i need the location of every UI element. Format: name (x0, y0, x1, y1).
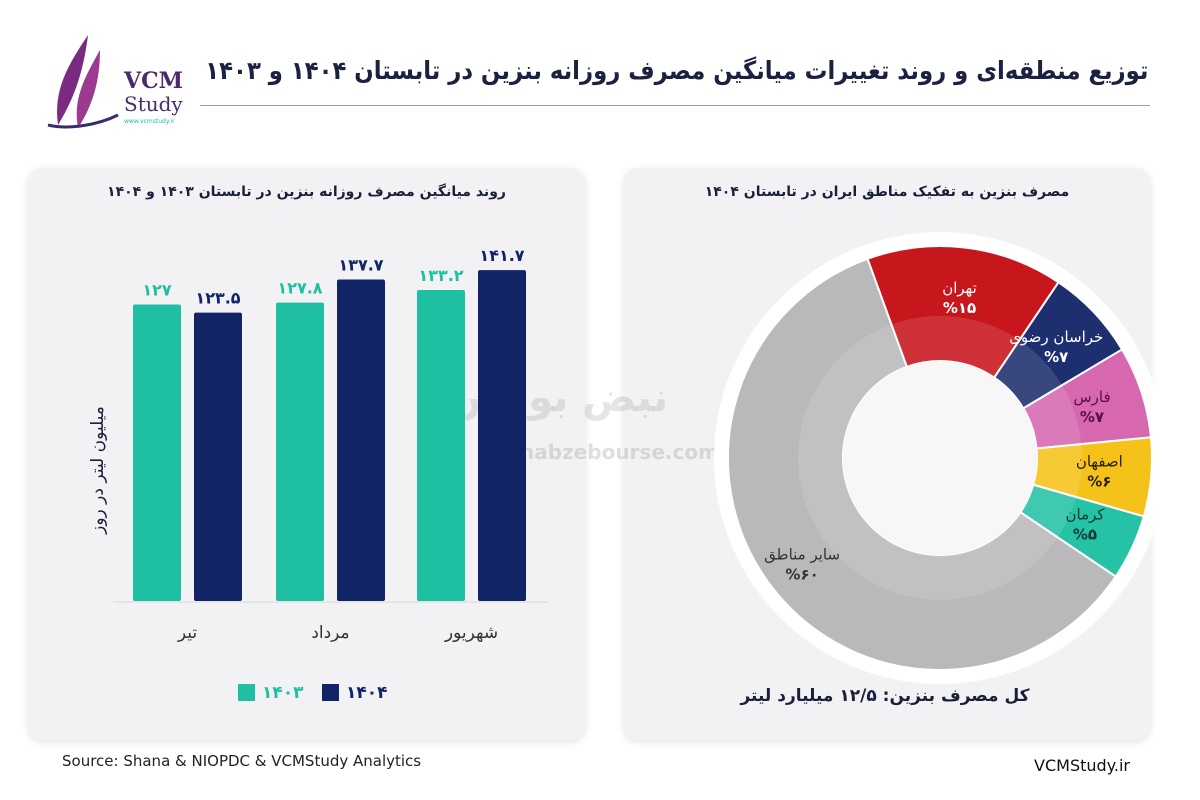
bar-1404 (194, 312, 242, 601)
page-title-box: توزیع منطقه‌ای و روند تغییرات میانگین مص… (205, 56, 1148, 90)
slice-percent-label: %۷ (1044, 348, 1068, 366)
bar-1403 (417, 289, 465, 601)
slice-percent-label: %۶ (1087, 473, 1111, 491)
bar-value-label: ۱۳۷.۷ (338, 255, 383, 274)
logo-url: www.vcmstudy.ir (124, 118, 175, 125)
bar-1404 (478, 270, 526, 601)
slice-name-label: فارس (1073, 388, 1110, 406)
slice-name-label: خراسان رضوی (1009, 328, 1103, 346)
slice-name-label: تهران (942, 279, 977, 297)
bar-chart-title: روند میانگین مصرف روزانه بنزین در تابستا… (107, 184, 506, 200)
slice-name-label: اصفهان (1076, 453, 1123, 471)
legend-label: ۱۴۰۴ (346, 683, 388, 703)
bar-value-label: ۱۳۳.۲ (418, 266, 463, 285)
slice-percent-label: %۱۵ (943, 299, 976, 317)
logo: VCM Study www.vcmstudy.ir (38, 30, 188, 130)
x-tick-label: مرداد (311, 623, 349, 643)
bar-value-label: ۱۲۷.۸ (277, 279, 322, 298)
legend-label: ۱۴۰۳ (262, 683, 304, 703)
bar-1403 (276, 302, 324, 601)
slice-percent-label: %۷ (1080, 408, 1104, 426)
bar-value-label: ۱۲۷ (142, 280, 172, 299)
flame-logo-icon (47, 35, 119, 129)
source-note: Source: Shana & NIOPDC & VCMStudy Analyt… (62, 752, 422, 770)
logo-line2: Study (124, 92, 183, 116)
watermark-en: nabzebourse.com (520, 440, 719, 464)
donut-hole (843, 361, 1037, 555)
donut-chart-title: مصرف بنزین به تفکیک مناطق ایران در تابست… (704, 184, 1070, 200)
legend-swatch (238, 684, 255, 701)
bar-value-label: ۱۲۳.۵ (195, 289, 240, 308)
x-tick-label: شهریور (444, 623, 498, 643)
bar-value-label: ۱۴۱.۷ (479, 246, 524, 265)
page-title: توزیع منطقه‌ای و روند تغییرات میانگین مص… (204, 56, 1148, 85)
slice-percent-label: %۵ (1073, 526, 1097, 544)
title-divider (200, 105, 1150, 106)
x-tick-label: تیر (177, 623, 198, 643)
logo-line1: VCM (124, 68, 183, 94)
bar-1403 (133, 304, 181, 601)
site-link[interactable]: VCMStudy.ir (1034, 756, 1130, 775)
legend-swatch (322, 684, 339, 701)
total-consumption: کل مصرف بنزین: ۱۲/۵ میلیارد لیتر (740, 686, 1030, 706)
slice-name-label: سایر مناطق (764, 546, 840, 564)
bar-1404 (337, 279, 385, 601)
slice-percent-label: %۶۰ (785, 566, 818, 584)
slice-name-label: کرمان (1065, 506, 1105, 524)
